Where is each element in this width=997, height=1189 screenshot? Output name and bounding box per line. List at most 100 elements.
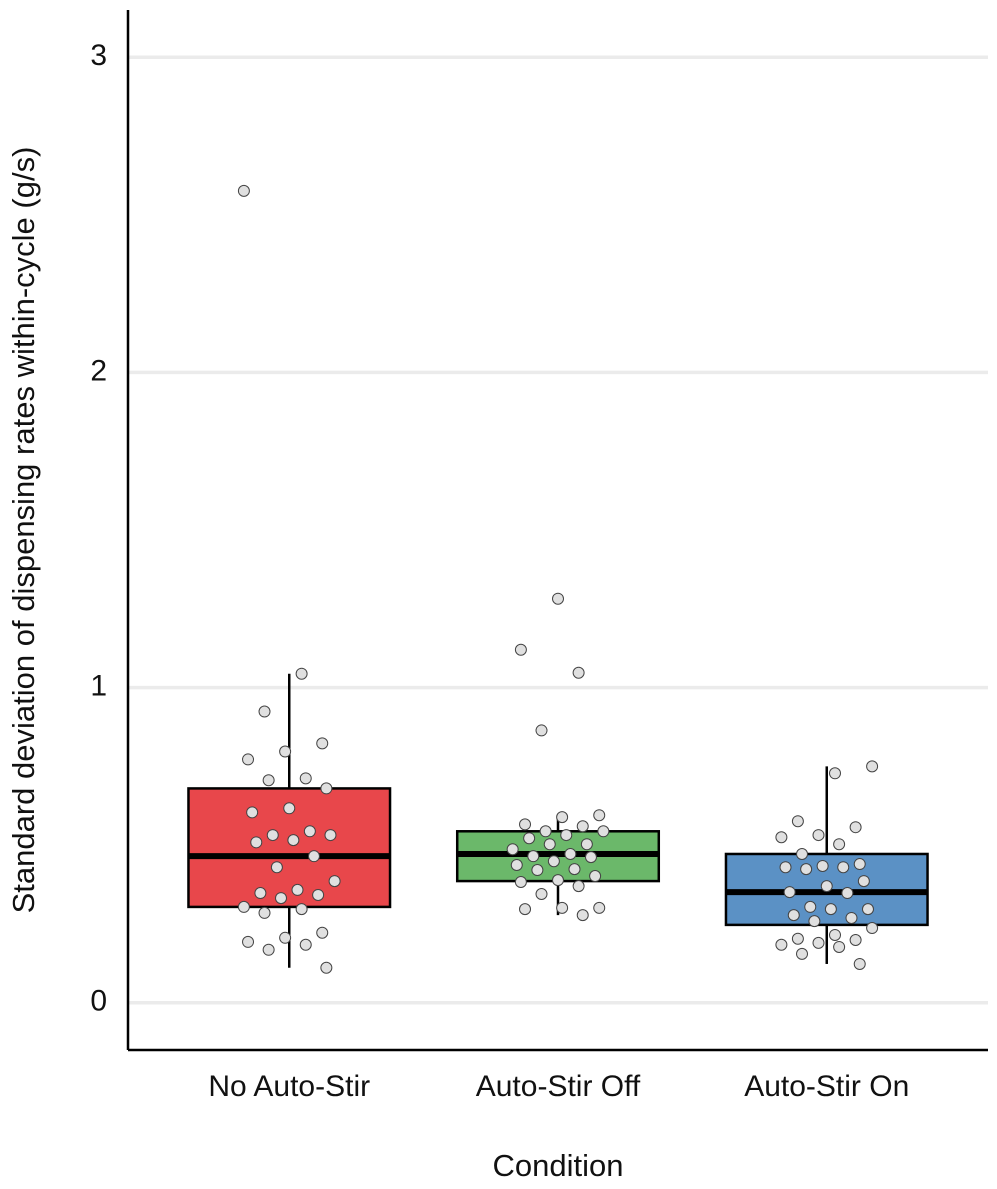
data-point bbox=[857, 875, 870, 888]
data-point bbox=[593, 809, 606, 822]
x-tick-label: Auto-Stir On bbox=[744, 1070, 909, 1103]
data-point bbox=[808, 915, 821, 928]
data-point bbox=[866, 760, 879, 773]
data-point bbox=[572, 880, 585, 893]
data-point bbox=[775, 938, 788, 951]
data-point bbox=[262, 943, 275, 956]
data-point bbox=[250, 836, 263, 849]
data-point bbox=[291, 883, 304, 896]
data-point bbox=[527, 850, 540, 863]
data-point bbox=[237, 184, 250, 197]
data-point bbox=[547, 855, 560, 868]
data-point bbox=[270, 861, 283, 874]
x-tick-label: No Auto-Stir bbox=[208, 1070, 370, 1103]
data-point bbox=[299, 772, 312, 785]
data-point bbox=[564, 847, 577, 860]
data-point bbox=[800, 863, 813, 876]
data-point bbox=[510, 859, 523, 872]
data-point bbox=[316, 926, 329, 939]
data-point bbox=[514, 643, 527, 656]
data-point bbox=[254, 887, 267, 900]
y-tick-label: 1 bbox=[90, 669, 107, 702]
data-point bbox=[519, 818, 532, 831]
data-point bbox=[328, 875, 341, 888]
data-point bbox=[307, 850, 320, 863]
data-point bbox=[242, 753, 255, 766]
data-point bbox=[279, 931, 292, 944]
data-point bbox=[828, 928, 841, 941]
data-point bbox=[275, 892, 288, 905]
y-tick-label: 3 bbox=[90, 39, 107, 72]
data-point bbox=[828, 767, 841, 780]
data-point bbox=[833, 838, 846, 851]
data-point bbox=[787, 909, 800, 922]
data-point bbox=[303, 825, 316, 838]
data-point bbox=[556, 811, 569, 824]
data-point bbox=[560, 829, 573, 842]
data-point bbox=[295, 903, 308, 916]
data-point bbox=[324, 829, 337, 842]
data-point bbox=[833, 940, 846, 953]
data-point bbox=[531, 864, 544, 877]
data-point bbox=[841, 887, 854, 900]
data-point bbox=[514, 876, 527, 889]
data-point bbox=[576, 909, 589, 922]
data-point bbox=[552, 592, 564, 605]
data-point bbox=[837, 861, 850, 874]
data-point bbox=[791, 932, 804, 945]
data-point bbox=[824, 903, 837, 916]
data-point bbox=[519, 903, 532, 916]
data-point bbox=[866, 922, 879, 935]
data-point bbox=[283, 802, 296, 815]
data-point bbox=[543, 838, 556, 851]
data-point bbox=[539, 825, 552, 838]
y-tick-label: 2 bbox=[90, 354, 107, 387]
data-point bbox=[535, 888, 548, 900]
data-point bbox=[246, 806, 259, 819]
data-point bbox=[861, 903, 874, 916]
data-point bbox=[506, 843, 519, 856]
data-point bbox=[845, 911, 858, 924]
data-point bbox=[242, 935, 255, 948]
data-point bbox=[295, 667, 308, 680]
data-point bbox=[812, 829, 825, 842]
data-point bbox=[584, 851, 597, 864]
data-point bbox=[849, 934, 862, 947]
data-point bbox=[312, 888, 325, 901]
data-point bbox=[812, 936, 825, 949]
data-point bbox=[320, 961, 333, 974]
data-point bbox=[568, 863, 581, 876]
data-point bbox=[816, 859, 829, 872]
data-point bbox=[853, 957, 866, 970]
data-point bbox=[572, 666, 585, 679]
data-point bbox=[262, 774, 275, 787]
data-point bbox=[556, 901, 569, 914]
data-point bbox=[258, 705, 271, 718]
data-point bbox=[593, 901, 606, 914]
data-point bbox=[589, 870, 602, 883]
data-point bbox=[796, 947, 809, 960]
data-point bbox=[258, 906, 271, 919]
data-point bbox=[266, 829, 279, 842]
data-point bbox=[804, 900, 817, 913]
data-point bbox=[299, 938, 312, 951]
y-tick-label: 0 bbox=[90, 985, 107, 1018]
data-point bbox=[576, 820, 589, 833]
data-point bbox=[783, 886, 796, 899]
data-point bbox=[552, 874, 564, 887]
data-point bbox=[523, 832, 536, 845]
data-point bbox=[796, 847, 809, 860]
data-point bbox=[580, 838, 593, 851]
x-tick-label: Auto-Stir Off bbox=[476, 1070, 641, 1103]
data-point bbox=[279, 745, 292, 758]
x-axis-title: Condition bbox=[493, 1148, 624, 1183]
data-point bbox=[287, 834, 300, 847]
y-axis-title: Standard deviation of dispensing rates w… bbox=[6, 147, 41, 914]
data-point bbox=[791, 815, 804, 828]
data-point bbox=[597, 825, 610, 838]
data-point bbox=[779, 861, 792, 874]
data-point bbox=[820, 880, 833, 893]
data-point bbox=[849, 821, 862, 834]
data-point bbox=[237, 900, 250, 913]
